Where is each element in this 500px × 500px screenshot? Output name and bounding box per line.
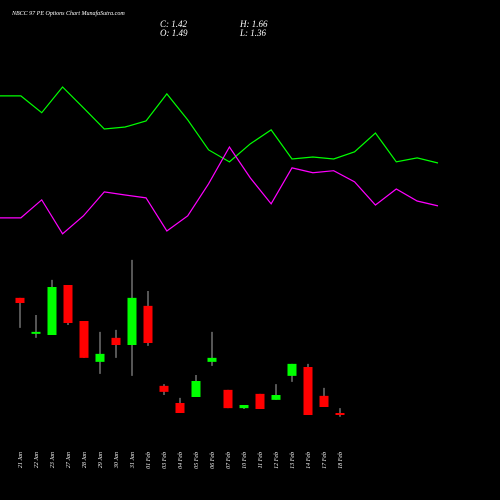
x-tick-label: 01 Feb [146, 452, 152, 469]
x-tick-label: 14 Feb [305, 452, 312, 469]
chart-title: NBCC 97 PE Options Chart MunafaSutra.com [11, 10, 125, 17]
x-tick-label: 12 Feb [274, 452, 280, 469]
x-tick-label: 27 Jan [66, 452, 72, 468]
x-tick-label: 18 Feb [338, 452, 344, 469]
line-series [0, 145, 439, 235]
x-tick-label: 05 Feb [194, 452, 200, 469]
x-tick-label: 11 Feb [258, 452, 264, 468]
candle-body [111, 337, 121, 345]
candle-body [31, 331, 41, 334]
x-tick-label: 21 Jan [18, 452, 24, 468]
x-tick-label: 17 Feb [322, 452, 328, 469]
candle-body [303, 367, 313, 415]
candle-body [207, 357, 217, 362]
x-tick-label: 23 Jan [50, 452, 56, 468]
x-tick-label: 31 Jan [130, 452, 136, 469]
x-tick-label: 29 Jan [98, 452, 104, 468]
x-tick-label: 28 Jan [82, 452, 88, 468]
candle-body [159, 385, 169, 392]
line-series [0, 86, 439, 164]
x-tick-label: 03 Feb [162, 452, 168, 469]
candle-body [175, 403, 185, 413]
ohlc-label: L: 1.36 [239, 28, 267, 38]
candle-body [271, 395, 281, 400]
x-tick-label: 10 Feb [242, 452, 248, 469]
candle-body [191, 381, 201, 397]
candle-body [47, 287, 57, 335]
candle-body [239, 405, 249, 409]
x-tick-label: 04 Feb [177, 452, 184, 469]
candle-body [223, 389, 233, 409]
candle-body [95, 353, 105, 362]
candle-body [15, 297, 25, 303]
ohlc-label: H: 1.66 [239, 19, 268, 29]
candle-body [127, 297, 137, 345]
candle-body [143, 305, 153, 343]
candle-body [255, 393, 265, 409]
x-tick-label: 06 Feb [210, 452, 216, 469]
ohlc-label: C: 1.42 [160, 19, 188, 29]
candle-body [79, 321, 89, 358]
x-tick-label: 07 Feb [226, 452, 232, 469]
candle-body [287, 363, 297, 376]
ohlc-label: O: 1.49 [160, 28, 188, 38]
candle-body [63, 285, 73, 323]
x-tick-label: 22 Jan [34, 452, 40, 468]
candle-body [335, 413, 345, 415]
x-tick-label: 13 Feb [290, 452, 296, 469]
candle-body [319, 395, 329, 407]
x-tick-label: 30 Jan [114, 452, 120, 469]
